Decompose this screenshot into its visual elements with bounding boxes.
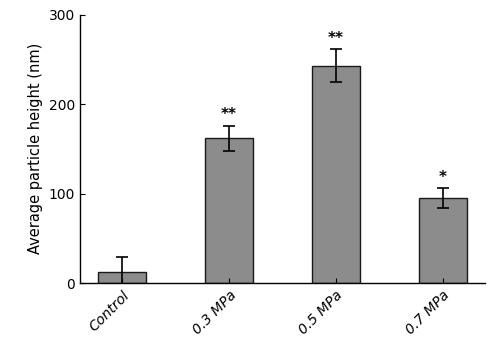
Text: **: ** (221, 107, 237, 122)
Bar (98, 272, 146, 283)
Bar (312, 66, 360, 283)
Bar (205, 138, 253, 283)
Text: *: * (438, 170, 446, 185)
Y-axis label: Average particle height (nm): Average particle height (nm) (28, 43, 43, 254)
Text: **: ** (328, 31, 344, 46)
Bar (418, 198, 467, 283)
